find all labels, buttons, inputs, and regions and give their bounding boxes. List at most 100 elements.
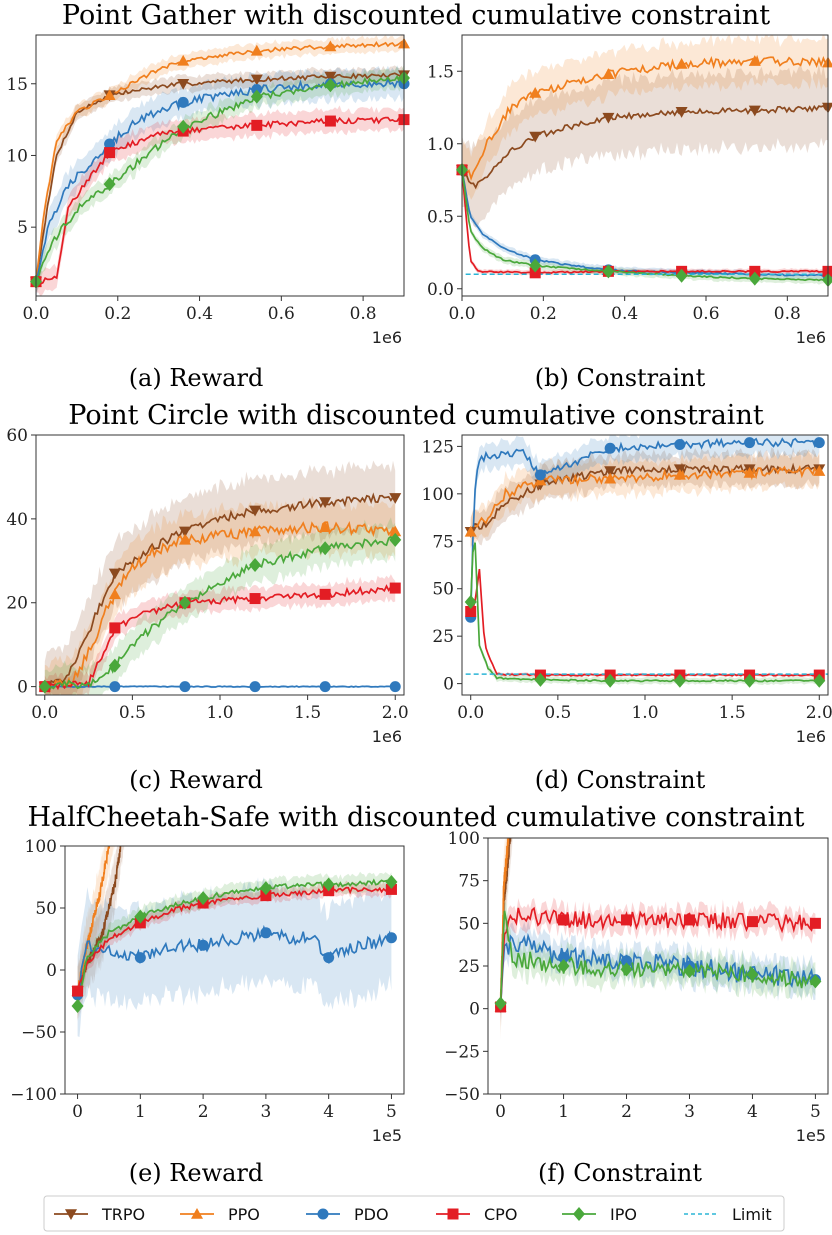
- xtick-label-d: 0.5: [544, 703, 571, 723]
- legend-marker-cpo: [447, 1208, 459, 1220]
- line-c-ppo: [44, 520, 396, 694]
- ytick-label-b: 1.5: [427, 62, 454, 82]
- legend-item-limit: Limit: [684, 1205, 772, 1224]
- legend-frame: [43, 1195, 785, 1232]
- marker-c-cpo: [389, 582, 401, 594]
- plot-area-f: [499, 838, 816, 1041]
- band-e-ppo: [77, 846, 115, 1021]
- xtick-label-e: 2: [198, 1102, 209, 1122]
- axes-frame-a: [35, 34, 405, 297]
- xtick-label-f: 4: [747, 1102, 758, 1122]
- xtick-label-e: 5: [386, 1102, 397, 1122]
- marker-b-cpo: [529, 267, 541, 279]
- ytick-label-d: 125: [422, 437, 454, 457]
- line-f-pdo: [499, 932, 816, 1009]
- marker-e-ipo: [71, 998, 84, 1013]
- legend-label-ppo: PPO: [228, 1205, 260, 1224]
- line-a-ipo: [36, 74, 404, 284]
- marker-d-ppo: [813, 465, 826, 476]
- band-e-cpo: [77, 880, 392, 998]
- ytick-label-a: 15: [6, 75, 28, 95]
- marker-c-ppo: [108, 588, 121, 600]
- line-a-ppo: [36, 40, 404, 283]
- xtick-label-e: 4: [323, 1102, 334, 1122]
- line-b-cpo: [462, 170, 828, 275]
- ytick-label-b: 0.0: [427, 280, 454, 300]
- ytick-label-f: 100: [448, 829, 480, 849]
- line-c-cpo: [44, 584, 396, 691]
- markers-c: [38, 493, 402, 694]
- xtick-label-f: 2: [621, 1102, 632, 1122]
- xtick-label-d: 1.5: [719, 703, 746, 723]
- xtick-label-c: 0.5: [119, 703, 146, 723]
- line-c-pdo: [44, 685, 396, 688]
- plot-area-d: [465, 435, 828, 686]
- panel-c-reward: 0.0 0.5 1.0 1.5 2.0 0 20 40 60 1e6: [6, 426, 408, 746]
- marker-e-pdo: [197, 939, 209, 951]
- plot-area-c: [44, 460, 396, 695]
- legend-marker-trpo: [65, 1209, 77, 1220]
- ytick-label-d: 75: [432, 532, 454, 552]
- marker-b-ppo: [748, 55, 761, 66]
- marker-c-ipo: [178, 595, 191, 610]
- marker-c-pdo: [179, 681, 191, 693]
- xtick-label-e: 1: [135, 1102, 146, 1122]
- xtick-label-a: 0.4: [186, 304, 213, 324]
- marker-d-trpo: [604, 466, 617, 478]
- marker-c-ipo: [249, 558, 262, 572]
- xtick-label-a: 0.8: [350, 304, 377, 324]
- marker-f-ipo: [683, 964, 696, 979]
- marker-e-ipo: [197, 891, 210, 906]
- marker-a-ipo: [177, 119, 190, 134]
- ytick-label-e: 50: [35, 899, 57, 919]
- caption-d: (d) Constraint: [535, 766, 706, 794]
- axis-multiplier-e: 1e5: [372, 1126, 402, 1145]
- xtick-label-b: 0.0: [448, 304, 475, 324]
- row-title-halfcheetah: HalfCheetah-Safe with discounted cumulat…: [28, 802, 805, 833]
- marker-a-ppo: [324, 40, 337, 52]
- ytick-label-d: 100: [422, 485, 454, 505]
- marker-d-ipo: [743, 673, 756, 688]
- legend-label-limit: Limit: [732, 1205, 772, 1224]
- line-b-trpo: [462, 104, 828, 190]
- line-d-cpo: [470, 568, 820, 677]
- legend-item-cpo: CPO: [436, 1205, 517, 1224]
- legend-marker-pdo: [317, 1208, 329, 1220]
- marker-a-ppo: [177, 54, 190, 66]
- marker-a-ppo: [250, 44, 263, 56]
- marker-d-ppo: [743, 466, 756, 478]
- panel-d-constraint: 0.0 0.5 1.0 1.5 2.0 0 25 50 75 100 125 1e6: [422, 434, 832, 746]
- marker-c-trpo: [249, 505, 262, 517]
- marker-d-ipo: [534, 672, 547, 687]
- axis-multiplier-d: 1e6: [796, 727, 826, 746]
- marker-c-pdo: [249, 681, 261, 693]
- marker-d-ipo: [464, 595, 477, 610]
- line-e-cpo: [76, 886, 392, 992]
- xtick-label-f: 5: [810, 1102, 821, 1122]
- line-a-trpo: [36, 72, 404, 283]
- band-b-ppo: [462, 35, 828, 200]
- xtick-label-e: 3: [260, 1102, 271, 1122]
- ytick-label-a: 10: [6, 146, 28, 166]
- marker-d-ipo: [813, 673, 826, 688]
- band-b-trpo: [462, 64, 828, 228]
- line-c-trpo: [44, 492, 396, 689]
- xtick-label-a: 0.6: [268, 304, 295, 324]
- marker-c-cpo: [249, 593, 261, 605]
- xtick-label-b: 0.8: [774, 304, 801, 324]
- marker-d-ppo: [673, 468, 686, 480]
- line-f-ipo: [499, 910, 816, 1005]
- line-f-ppo: [499, 838, 510, 1009]
- marker-f-ipo: [557, 959, 570, 973]
- legend-item-pdo: PDO: [306, 1205, 389, 1224]
- marker-f-cpo: [558, 914, 570, 926]
- marker-a-ipo: [103, 177, 116, 192]
- marker-a-trpo: [324, 71, 337, 83]
- marker-e-cpo: [72, 985, 84, 997]
- marker-e-ipo: [322, 877, 335, 892]
- marker-b-trpo: [529, 131, 542, 143]
- marker-d-pdo: [534, 469, 546, 481]
- ytick-label-c: 40: [6, 510, 28, 530]
- marker-d-cpo: [465, 605, 477, 617]
- marker-b-ipo: [602, 264, 615, 279]
